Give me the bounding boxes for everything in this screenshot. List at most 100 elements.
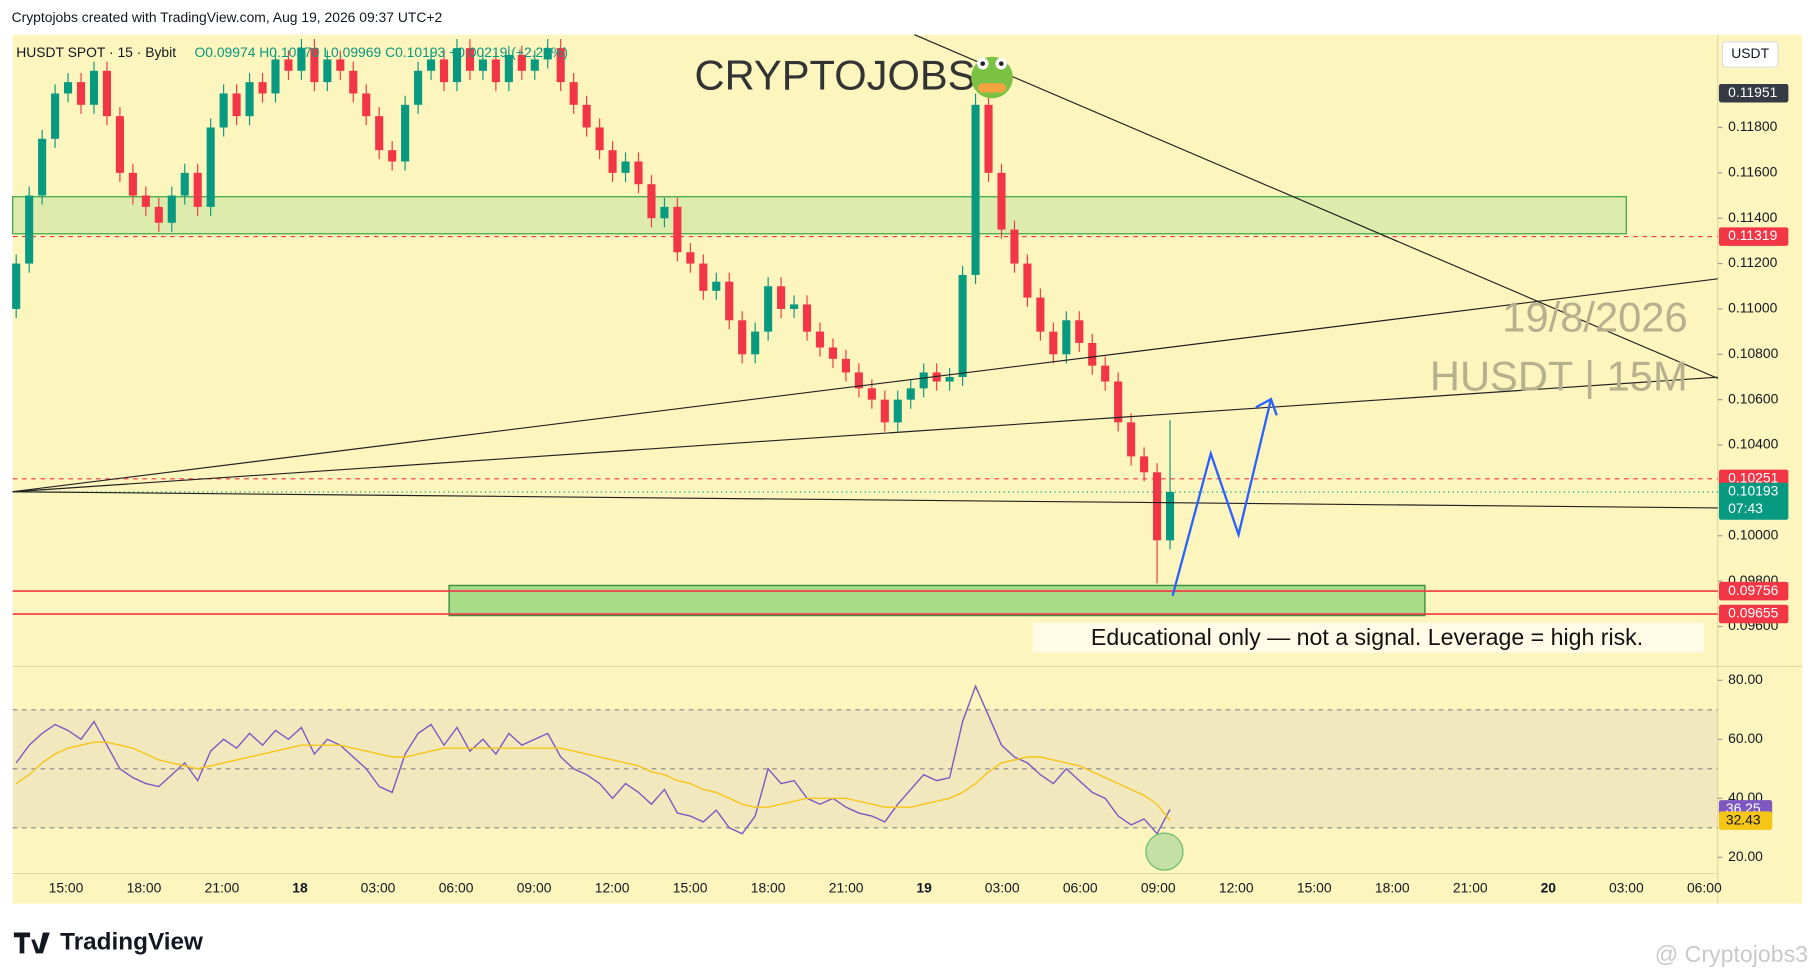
x-tick-label: 09:00	[517, 879, 552, 895]
candle-body	[660, 206, 669, 219]
candle-body	[38, 138, 47, 196]
candle-body	[427, 59, 436, 71]
candle-body	[971, 104, 980, 275]
candle-body	[245, 82, 254, 117]
candle-body	[608, 150, 617, 173]
candle-body	[932, 372, 941, 382]
candle-body	[569, 82, 578, 105]
price-level-label: 0.10251	[1728, 470, 1778, 486]
x-tick-label: 18:00	[751, 879, 786, 895]
candle-body	[828, 347, 838, 359]
candle-body	[76, 82, 86, 105]
candle-body	[1075, 320, 1084, 343]
candle-body	[919, 372, 928, 389]
currency-box	[1721, 41, 1779, 68]
x-tick-label: 12:00	[595, 879, 630, 895]
candle-body	[815, 331, 825, 348]
candle-body	[297, 48, 306, 71]
candle-body	[1088, 342, 1097, 366]
candle-body	[725, 281, 734, 321]
chart-background	[12, 34, 1803, 904]
logo-text: TradingView	[60, 928, 203, 955]
rsi-highlight	[1145, 832, 1184, 871]
rsi-y-tick-label: 80.00	[1728, 671, 1763, 687]
last-price-badge	[1718, 482, 1789, 520]
candle-body	[12, 263, 21, 309]
y-tick-label: 0.10800	[1728, 345, 1778, 361]
candle-body	[854, 372, 863, 389]
candle-body	[543, 48, 552, 60]
price-level-label: 0.09655	[1728, 605, 1778, 621]
candle-body	[1062, 320, 1071, 355]
candle-body	[336, 59, 345, 71]
x-tick-label: 15:00	[673, 879, 708, 895]
candle-body	[699, 263, 708, 291]
currency: USDT	[1731, 45, 1769, 61]
countdown: 07:43	[1728, 500, 1763, 516]
candle-body	[906, 388, 915, 400]
support-zone	[448, 584, 1426, 617]
rsi-value-badge	[1718, 811, 1773, 830]
candle-body	[621, 161, 630, 173]
candle-body	[712, 281, 721, 291]
candle-body	[647, 184, 656, 219]
y-tick-label: 0.11000	[1728, 300, 1777, 316]
candle-body	[258, 82, 267, 94]
annotation-date: 19/8/2026	[1502, 294, 1687, 341]
candle-body	[465, 48, 475, 71]
price-level-badge	[1718, 604, 1789, 624]
candle-body	[452, 48, 462, 83]
x-tick-label: 03:00	[1609, 879, 1644, 895]
candle-body	[1114, 381, 1123, 423]
x-tick-label: 12:00	[1219, 879, 1254, 895]
rsi-y-tick-label: 20.00	[1728, 848, 1763, 864]
candle-body	[802, 304, 812, 332]
x-tick-label: 19	[916, 879, 932, 895]
candle-body	[673, 206, 682, 253]
candle-body	[180, 172, 189, 196]
x-tick-label: 21:00	[1453, 879, 1488, 895]
x-tick-label: 09:00	[1141, 879, 1176, 895]
logo-icon	[13, 932, 50, 954]
candle-body	[958, 274, 967, 377]
candle-body	[141, 195, 150, 207]
candle-body	[491, 59, 500, 83]
x-tick-label: 20	[1541, 879, 1557, 895]
candle-body	[595, 127, 604, 151]
x-tick-label: 18	[292, 879, 308, 895]
candle-body	[1165, 491, 1175, 541]
candle-body	[349, 70, 358, 94]
candle-body	[1153, 472, 1162, 541]
x-tick-label: 03:00	[361, 879, 396, 895]
candle-body	[1140, 456, 1149, 473]
candle-body	[997, 172, 1006, 230]
candle-body	[439, 59, 449, 83]
candle-body	[89, 70, 99, 105]
candle-body	[945, 376, 954, 382]
trend-line	[12, 491, 1718, 509]
candle-body	[115, 116, 124, 173]
candle-body	[764, 286, 773, 332]
candle-body	[388, 150, 397, 162]
candle-body	[751, 331, 760, 355]
candle-body	[478, 59, 487, 71]
candle-body	[154, 206, 163, 223]
note: Educational only — not a signal. Leverag…	[1091, 624, 1643, 650]
y-tick-label: 0.10400	[1728, 436, 1778, 452]
candle-body	[323, 59, 332, 83]
y-tick-label: 0.11200	[1728, 254, 1777, 270]
candle-body	[232, 93, 241, 117]
trend-line	[12, 278, 1718, 493]
candle-body	[984, 104, 993, 173]
y-tick-label: 0.11800	[1728, 118, 1777, 134]
candle-body	[1010, 229, 1019, 264]
candle-body	[504, 54, 513, 83]
projection-path	[1171, 398, 1273, 597]
candle-body	[51, 93, 60, 139]
candle-body	[1023, 263, 1032, 298]
candle-body	[219, 93, 228, 128]
note-background	[1032, 622, 1704, 653]
candle-body	[530, 59, 539, 71]
